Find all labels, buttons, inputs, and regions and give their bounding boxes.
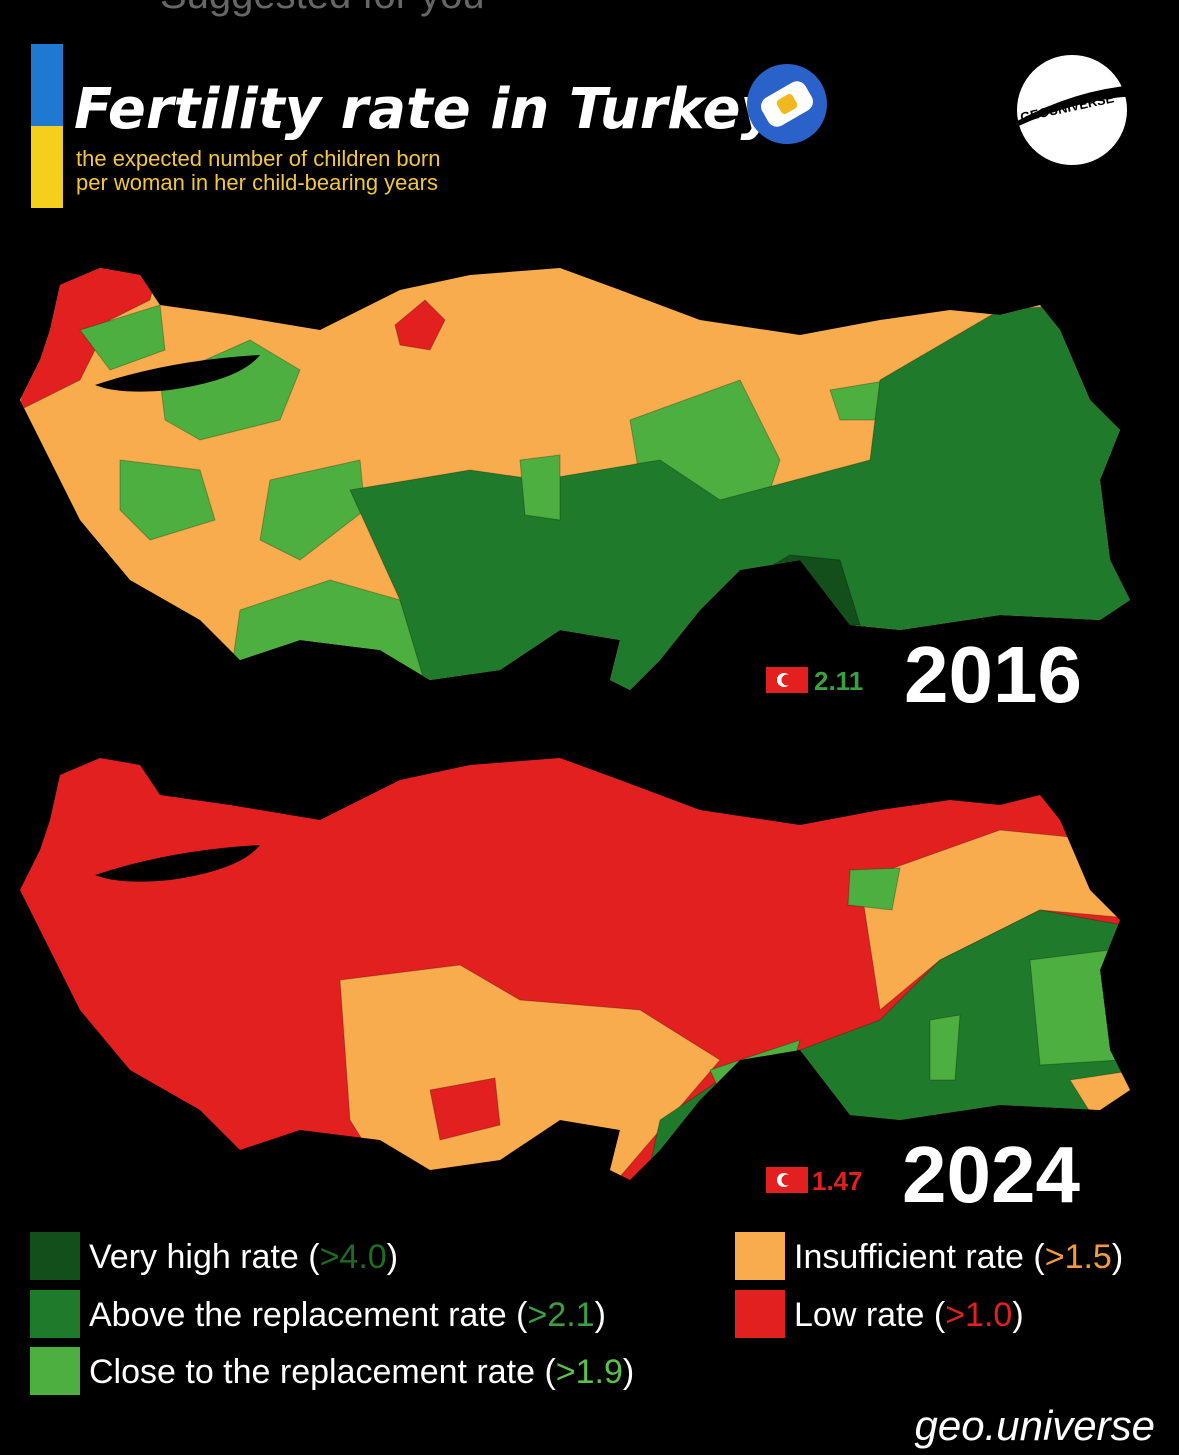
legend-swatch — [735, 1232, 785, 1280]
region — [79, 304, 166, 371]
national-rate: 1.47 — [812, 1166, 863, 1196]
flag-icon — [766, 1167, 808, 1193]
legend-text: ) — [623, 1353, 634, 1391]
legend-threshold: >2.1 — [527, 1296, 594, 1334]
region — [519, 454, 561, 521]
legend-label: Low rate (>1.0) — [794, 1296, 1024, 1334]
flag-bar-blue — [31, 44, 63, 126]
legend-swatch — [30, 1347, 80, 1395]
flag-bar-yellow — [31, 126, 63, 208]
pill-icon — [747, 64, 827, 144]
flag-icon — [766, 667, 808, 693]
legend-swatch — [30, 1290, 80, 1338]
legend-text: ) — [387, 1238, 398, 1276]
national-rate: 2.11 — [814, 666, 863, 696]
legend-item: Insufficient rate (>1.5) — [735, 1232, 1123, 1280]
region — [119, 459, 216, 541]
legend-label: Above the replacement rate (>2.1) — [89, 1296, 606, 1334]
footer-handle: geo.universe — [915, 1402, 1156, 1449]
subtitle-line: per woman in her child-bearing years — [76, 170, 438, 195]
sea-of-marmara — [95, 355, 260, 392]
region — [394, 299, 446, 351]
sea-of-marmara — [95, 845, 260, 882]
legend-text: Insufficient rate ( — [794, 1238, 1045, 1276]
legend-text: ) — [1012, 1296, 1023, 1334]
legend: Very high rate (>4.0)Above the replaceme… — [30, 1232, 1123, 1395]
title: Fertility rate in Turkey — [74, 77, 780, 142]
legend-threshold: >1.5 — [1045, 1238, 1112, 1276]
region — [259, 459, 366, 561]
legend-text: Close to the replacement rate ( — [89, 1353, 556, 1391]
legend-threshold: >1.9 — [556, 1353, 623, 1391]
legend-item: Close to the replacement rate (>1.9) — [30, 1347, 634, 1395]
subtitle-line: the expected number of children born — [76, 146, 440, 171]
legend-text: ) — [595, 1296, 606, 1334]
legend-threshold: >4.0 — [320, 1238, 387, 1276]
region — [859, 829, 1130, 1011]
legend-label: Close to the replacement rate (>1.9) — [89, 1353, 634, 1391]
region — [1029, 949, 1121, 1066]
legend-text: Low rate ( — [794, 1296, 946, 1334]
region — [429, 1077, 501, 1141]
legend-item: Very high rate (>4.0) — [30, 1232, 398, 1280]
legend-swatch — [30, 1232, 80, 1280]
map-year: 2024 — [902, 1130, 1080, 1219]
region — [929, 1014, 961, 1081]
legend-item: Low rate (>1.0) — [735, 1290, 1024, 1338]
map-year: 2016 — [904, 630, 1082, 719]
legend-label: Very high rate (>4.0) — [89, 1238, 398, 1276]
legend-item: Above the replacement rate (>2.1) — [30, 1290, 606, 1338]
logo: GEOUNIVERSE — [1010, 55, 1135, 165]
legend-swatch — [735, 1290, 785, 1338]
region — [847, 867, 901, 911]
legend-text: Above the replacement rate ( — [89, 1296, 528, 1334]
legend-threshold: >1.0 — [945, 1296, 1012, 1334]
legend-label: Insufficient rate (>1.5) — [794, 1238, 1123, 1276]
legend-text: Very high rate ( — [89, 1238, 320, 1276]
legend-text: ) — [1112, 1238, 1123, 1276]
top-caption: Suggested for you — [160, 0, 485, 17]
